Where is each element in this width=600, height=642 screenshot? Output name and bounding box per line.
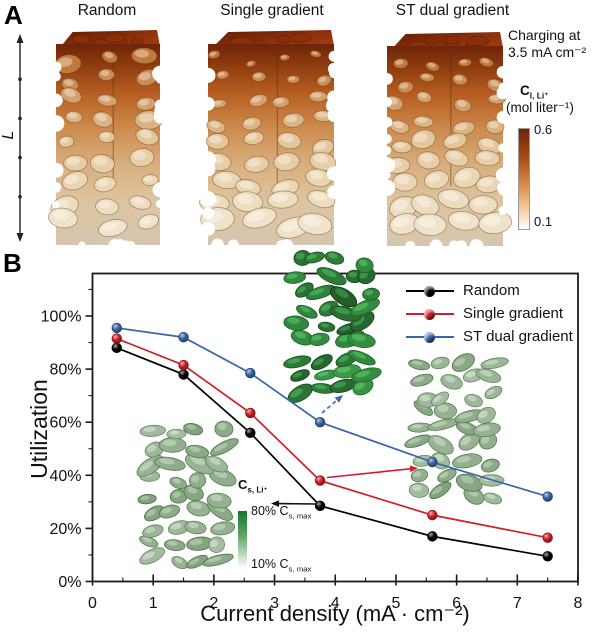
- data-point: [245, 407, 256, 419]
- electrolyte-concentration-label: Cl, Li⁺: [520, 83, 549, 101]
- legend-item-random: Random: [406, 282, 576, 300]
- data-point: [178, 359, 189, 371]
- data-point: [427, 456, 438, 468]
- plot-axes: 0 1 2 3 4 5 6 7 80%20%40%60%80%100%: [41, 272, 583, 612]
- column-label-single-gradient: Single gradient: [220, 2, 324, 19]
- legend-label-single-gradient: Single gradient: [463, 305, 564, 322]
- svg-text:60%: 60%: [49, 415, 81, 432]
- data-point: [542, 491, 553, 502]
- inset-single-gradient-particles: [404, 353, 509, 505]
- x-axis-title: Current density (mA · cm⁻²): [200, 601, 470, 626]
- data-point: [245, 367, 256, 379]
- column-label-st-dual-gradient: ST dual gradient: [395, 2, 510, 19]
- data-point: [178, 332, 189, 343]
- legend-label-st-dual-gradient: ST dual gradient: [463, 328, 573, 345]
- cl-sub: l, Li⁺: [529, 90, 549, 101]
- legend-marker-random: [424, 285, 435, 297]
- cs-max-sub: s, max: [288, 511, 312, 521]
- svg-text:0%: 0%: [58, 574, 81, 591]
- data-point: [542, 551, 553, 562]
- legend-marker-single-gradient: [424, 308, 435, 320]
- panel-b-label: B: [3, 248, 22, 278]
- data-point: [178, 369, 189, 380]
- electrolyte-colorbar-min: 0.1: [534, 214, 553, 229]
- legend-marker-st-dual-gradient: [424, 331, 435, 343]
- data-point: [314, 417, 326, 428]
- data-point: [111, 333, 122, 344]
- structure-random: [47, 30, 168, 252]
- data-point: [427, 531, 438, 542]
- panel-a-label: A: [4, 0, 23, 30]
- solid-concentration-colorbar: [238, 511, 247, 568]
- cs-base: C: [238, 477, 248, 492]
- data-point: [314, 475, 326, 486]
- data-point: [245, 427, 256, 439]
- series-single-gradient: [111, 333, 553, 543]
- inset-random-particles: [136, 420, 239, 570]
- length-axis-label: L: [0, 130, 17, 140]
- data-point: [111, 342, 122, 354]
- charging-line1: Charging at: [508, 27, 581, 43]
- solid-concentration-label: Cs, Li⁺: [238, 477, 268, 495]
- data-point: [427, 509, 438, 521]
- cs-min-prefix: 10% C: [251, 557, 289, 571]
- series-random: [111, 342, 553, 562]
- electrolyte-unit-label: (mol liter⁻¹): [506, 100, 574, 115]
- cs-max-prefix: 80% C: [251, 504, 289, 518]
- cl-base: C: [520, 83, 530, 98]
- column-label-random: Random: [77, 2, 137, 19]
- electrolyte-colorbar-max: 0.6: [534, 122, 553, 137]
- legend-item-single-gradient: Single gradient: [406, 305, 576, 323]
- electrolyte-colorbar: [518, 128, 530, 230]
- solid-colorbar-max: 80% Cs, max: [251, 504, 311, 521]
- charging-annotation: Charging at 3.5 mA cm⁻²: [508, 27, 598, 61]
- charging-line2: 3.5 mA cm⁻²: [508, 44, 587, 60]
- svg-text:20%: 20%: [49, 521, 81, 538]
- solid-colorbar-min: 10% Cs, max: [251, 557, 311, 574]
- cs-min-sub: s, max: [288, 564, 312, 574]
- arrow-to-st-dual-inset: [321, 395, 343, 414]
- svg-text:40%: 40%: [49, 468, 81, 485]
- structure-single-gradient: [199, 30, 343, 252]
- structure-st-dual-gradient: [378, 32, 513, 253]
- legend-label-random: Random: [463, 282, 520, 299]
- series-st-dual-gradient: [111, 322, 553, 502]
- data-point: [542, 532, 553, 543]
- svg-text:80%: 80%: [49, 362, 81, 379]
- data-point: [111, 322, 122, 334]
- cs-sub: s, Li⁺: [247, 485, 268, 495]
- data-point: [314, 500, 326, 512]
- y-axis-title: Utilization: [26, 379, 52, 479]
- inset-st-dual-particles: [283, 250, 382, 403]
- arrow-to-single-gradient-inset: [326, 465, 418, 479]
- legend-item-st-dual-gradient: ST dual gradient: [406, 328, 576, 346]
